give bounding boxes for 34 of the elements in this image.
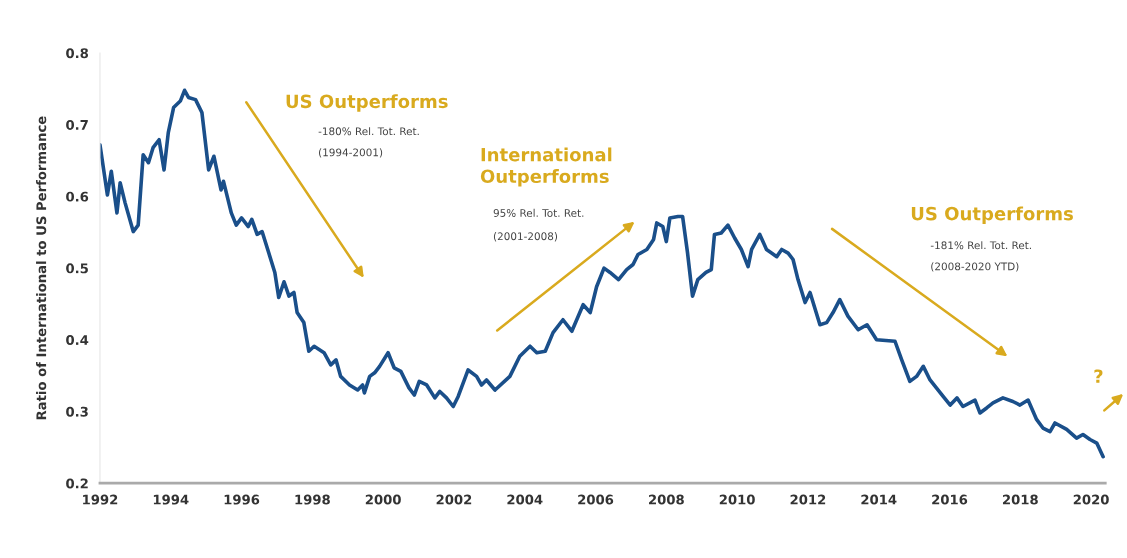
annotation: US Outperforms bbox=[286, 94, 448, 112]
x-tick-label: 2002 bbox=[436, 494, 472, 505]
y-tick-label: 0.4 bbox=[66, 335, 89, 346]
x-tick-label: 2016 bbox=[932, 494, 968, 505]
y-tick-label: 0.7 bbox=[66, 119, 88, 130]
annotation: ? bbox=[1094, 369, 1103, 383]
x-tick-label: 2014 bbox=[861, 494, 897, 505]
x-tick-label: 2020 bbox=[1073, 494, 1109, 505]
annotation: -181% Rel. Tot. Ret. bbox=[930, 241, 1031, 250]
annotation: International Outperforms bbox=[480, 147, 612, 187]
x-tick-label: 2000 bbox=[365, 494, 401, 505]
annotation: (2001-2008) bbox=[493, 232, 558, 242]
x-tick-label: 2012 bbox=[790, 494, 826, 505]
annotation: (2008-2020 YTD) bbox=[931, 262, 1019, 272]
y-tick-label: 0.3 bbox=[66, 406, 88, 417]
annotation: US Outperforms bbox=[911, 206, 1073, 224]
annotation: 95% Rel. Tot. Ret. bbox=[493, 208, 584, 217]
line-series bbox=[99, 88, 1105, 459]
x-tick-label: 1994 bbox=[153, 494, 189, 505]
y-tick-label: 0.5 bbox=[66, 263, 88, 274]
x-tick-label: 1992 bbox=[83, 494, 118, 505]
x-tick-label: 2008 bbox=[649, 494, 684, 505]
y-tick-label: 0.6 bbox=[66, 191, 89, 202]
y-tick-label: 0.2 bbox=[66, 478, 88, 489]
annotation: -180% Rel. Tot. Ret. bbox=[318, 127, 419, 136]
x-tick-label: 2004 bbox=[507, 494, 543, 505]
annotation: (1994-2001) bbox=[319, 148, 383, 158]
x-tick-label: 2006 bbox=[578, 494, 614, 505]
x-tick-label: 1998 bbox=[295, 494, 330, 505]
x-tick-label: 2018 bbox=[1002, 494, 1038, 505]
x-tick-label: 1996 bbox=[224, 494, 260, 505]
y-axis-title: Ratio of International to US Performance bbox=[36, 116, 47, 420]
y-tick-label: 0.8 bbox=[66, 48, 89, 59]
x-tick-label: 2010 bbox=[719, 494, 755, 505]
